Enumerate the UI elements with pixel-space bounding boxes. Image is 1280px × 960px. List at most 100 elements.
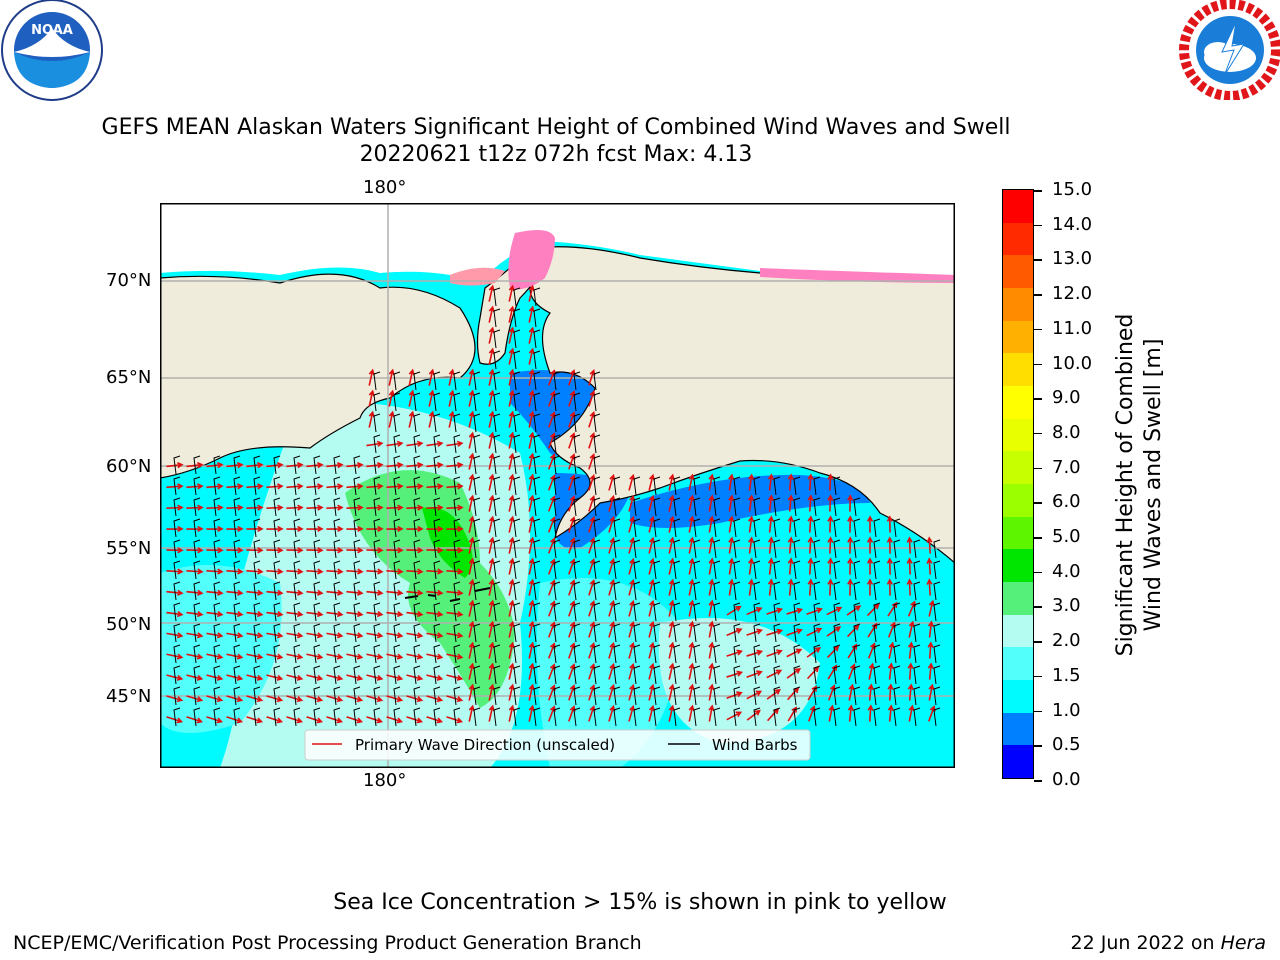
wave-arrow: [508, 284, 515, 302]
wave-arrow: [386, 610, 404, 618]
wind-barb: [453, 665, 461, 685]
wind-barb: [593, 497, 601, 517]
wave-arrow: [186, 695, 204, 703]
colorbar: [1002, 189, 1034, 779]
wind-barb: [433, 518, 441, 538]
lon-label-top: 180°: [363, 177, 407, 198]
wave-arrow: [728, 536, 735, 554]
wind-barb: [533, 308, 541, 328]
wind-barb: [933, 560, 941, 580]
wind-barb: [533, 329, 541, 349]
wind-barb: [693, 497, 701, 517]
wave-arrow: [246, 674, 264, 681]
wind-barb: [193, 539, 201, 559]
wave-arrow: [326, 674, 344, 681]
wind-barb: [853, 560, 861, 580]
wave-arrow: [366, 674, 384, 681]
wind-barb: [233, 707, 241, 727]
wave-arrow: [787, 536, 794, 554]
wave-arrow: [688, 620, 695, 638]
wave-arrow: [286, 695, 304, 703]
wind-barb: [313, 686, 321, 706]
wind-barb: [253, 686, 261, 706]
colorbar-tick-mark: [1034, 745, 1042, 747]
wave-zone-west: [160, 565, 282, 733]
colorbar-segment: [1003, 484, 1033, 517]
wind-barb: [653, 518, 661, 538]
wave-arrow: [866, 603, 880, 617]
wave-arrow: [326, 504, 344, 511]
wave-arrow: [186, 653, 204, 660]
wave-arrow: [908, 704, 915, 722]
wave-arrow: [306, 589, 324, 596]
wind-barb: [293, 707, 301, 727]
wind-barb: [873, 581, 881, 601]
wind-barb: [493, 518, 501, 538]
wave-arrow: [326, 695, 344, 703]
wave-arrow: [446, 589, 464, 596]
wave-arrow: [906, 557, 913, 575]
wave-height-map: Primary Wave Direction (unscaled) Wind B…: [160, 203, 955, 768]
wind-barb: [513, 665, 521, 685]
wind-barb: [493, 497, 501, 517]
wave-arrow: [426, 589, 444, 596]
wind-barb: [633, 623, 641, 643]
wave-arrow: [166, 589, 184, 596]
wind-barb: [453, 539, 461, 559]
wave-arrow: [508, 557, 515, 575]
wind-barb: [833, 518, 841, 538]
wind-barb: [853, 518, 861, 538]
wave-arrow: [446, 695, 464, 703]
wind-barb: [493, 329, 501, 349]
wave-arrow: [286, 632, 304, 639]
wind-barb: [553, 497, 561, 517]
wind-barb: [313, 476, 321, 496]
wave-arrow: [468, 452, 475, 470]
wave-arrow: [746, 628, 763, 636]
wave-arrow: [346, 547, 364, 554]
wave-arrow: [468, 641, 475, 659]
wave-arrow: [166, 547, 184, 554]
wave-arrow: [186, 525, 204, 533]
colorbar-tick-label: 7.0: [1052, 456, 1081, 478]
wave-arrow: [386, 483, 404, 490]
wave-arrow: [406, 568, 424, 575]
wind-barb: [833, 539, 841, 559]
colorbar-tick-mark: [1034, 363, 1042, 366]
wind-barb: [353, 476, 361, 496]
wind-barb: [313, 644, 321, 664]
wind-barb: [413, 413, 421, 433]
wind-barb: [893, 539, 901, 559]
wave-arrow: [668, 704, 675, 722]
wave-arrow: [508, 704, 515, 722]
wind-barb: [193, 560, 201, 580]
wave-arrow: [426, 525, 444, 533]
wind-barb: [373, 434, 381, 454]
wind-barb: [513, 329, 521, 349]
wind-barb: [573, 434, 581, 454]
wave-arrow: [306, 568, 324, 575]
wind-barb: [753, 560, 761, 580]
wave-arrow: [366, 504, 384, 511]
wind-barb: [593, 686, 601, 706]
wind-barb: [413, 539, 421, 559]
wind-barb: [213, 707, 221, 727]
wave-arrow: [906, 536, 913, 554]
wind-barb: [513, 560, 521, 580]
wave-arrow: [386, 568, 404, 575]
wave-arrow: [186, 483, 204, 490]
wind-barb: [233, 623, 241, 643]
wind-barb: [733, 665, 741, 685]
wind-barb: [353, 455, 361, 475]
wave-arrow: [688, 536, 695, 554]
wave-arrow: [368, 410, 375, 428]
wind-barb: [213, 581, 221, 601]
colorbar-tick-mark: [1034, 190, 1042, 192]
wave-arrow: [668, 515, 675, 533]
wave-arrow: [346, 525, 364, 533]
wave-arrow: [366, 653, 384, 660]
wind-barb: [553, 707, 561, 727]
wind-barb: [933, 602, 941, 622]
wave-arrow: [468, 683, 475, 701]
wind-barb: [433, 455, 441, 475]
